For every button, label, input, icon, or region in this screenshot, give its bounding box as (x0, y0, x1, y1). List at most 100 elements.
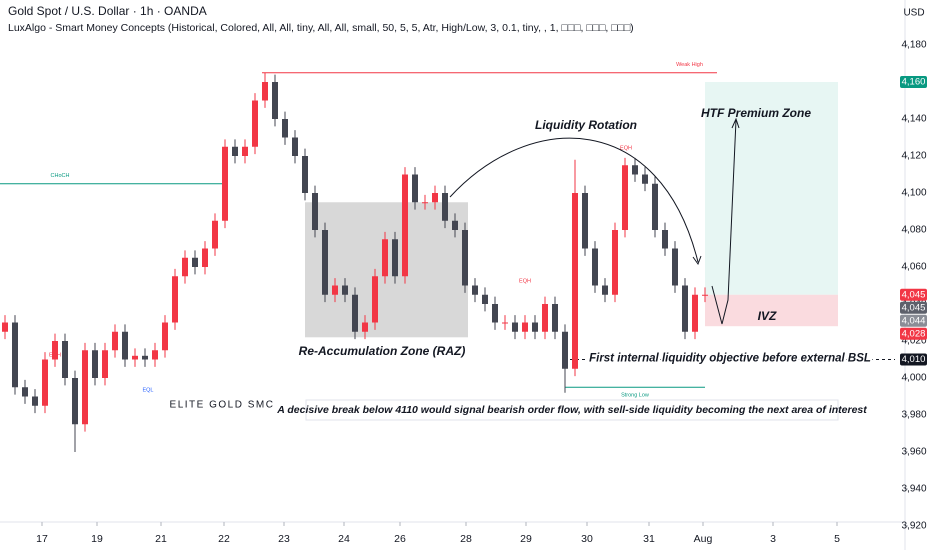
candle-body (582, 193, 588, 249)
x-tick-label: 3 (770, 533, 776, 545)
y-tick-label: 3,940 (901, 484, 926, 495)
candle-body (302, 156, 308, 193)
x-tick-label: Aug (694, 533, 713, 545)
candle-body (192, 257, 198, 267)
y-tick-label: 4,100 (901, 188, 926, 199)
candle-body (102, 350, 108, 378)
candle-body (392, 239, 398, 277)
candle-body (382, 239, 388, 277)
candle-body (322, 230, 328, 295)
candle-body (182, 257, 188, 277)
price-badge-label: 4,045 (902, 302, 926, 313)
candle-body (232, 146, 238, 156)
candle-body (682, 285, 688, 332)
chart-title: Gold Spot / U.S. Dollar · 1h · OANDA (8, 4, 207, 18)
zone-label: Re-Accumulation Zone (RAZ) (299, 344, 466, 358)
candle-body (432, 193, 438, 203)
level-label: Weak High (676, 62, 703, 68)
candle-body (462, 230, 468, 286)
marker-label: EQH (620, 145, 632, 151)
candle-body (692, 294, 698, 332)
candle-body (172, 276, 178, 323)
candle-body (562, 331, 568, 369)
price-badge (900, 301, 927, 314)
price-badge-label: 4,028 (902, 328, 926, 339)
candle-body (662, 230, 668, 249)
candle-body (442, 193, 448, 221)
candle-body (32, 396, 38, 406)
candle-body (262, 82, 268, 101)
y-tick-label: 3,980 (901, 410, 926, 421)
indicator-label[interactable]: LuxAlgo - Smart Money Concepts (Historic… (8, 22, 634, 34)
candle-body (642, 174, 648, 184)
candle-body (402, 174, 408, 277)
arrow (449, 137, 699, 263)
candle-body (82, 350, 88, 425)
candle-body (292, 137, 298, 156)
x-tick-label: 19 (91, 533, 103, 545)
candle-body (12, 322, 18, 388)
candle-body (202, 248, 208, 267)
price-badge (900, 288, 927, 301)
candle-body (602, 285, 608, 295)
zone (705, 294, 838, 327)
x-tick-label: 30 (581, 533, 593, 545)
candle-body (522, 322, 528, 332)
x-tick-label: 23 (278, 533, 290, 545)
x-tick-label: 21 (155, 533, 167, 545)
candle-body (472, 285, 478, 295)
marker-label: EQL (142, 387, 153, 393)
candle-body (142, 355, 148, 360)
candle-body (52, 341, 58, 360)
candle-body (212, 220, 218, 249)
candle-body (552, 304, 558, 332)
arrow-head (731, 117, 740, 129)
annotation-box (305, 399, 839, 421)
candle-body (482, 294, 488, 304)
marker-label: EQH (519, 278, 531, 284)
candle-body (132, 355, 138, 360)
candle-body (62, 341, 68, 378)
candle-body (622, 165, 628, 230)
y-tick-label: 3,960 (901, 447, 926, 458)
candle-body (72, 378, 78, 425)
candle-body (542, 304, 548, 332)
candle-body (572, 193, 578, 369)
marker-label: EQH (49, 352, 61, 358)
zone-label: HTF Premium Zone (701, 106, 811, 120)
x-tick-label: 24 (338, 533, 350, 545)
currency[interactable]: USD (903, 8, 924, 19)
candle-body (2, 322, 8, 332)
candle-body (412, 174, 418, 203)
candle-body (312, 193, 318, 230)
candle-body (452, 220, 458, 230)
y-tick-label: 4,000 (901, 373, 926, 384)
candle-body (652, 183, 658, 230)
y-tick-label: 3,920 (901, 521, 926, 532)
x-tick-label: 29 (520, 533, 532, 545)
candle-body (272, 82, 278, 119)
candle-body (252, 100, 258, 147)
arrow (711, 119, 737, 325)
price-badge (900, 327, 927, 340)
candle-body (332, 285, 338, 295)
y-tick-label: 4,060 (901, 262, 926, 273)
x-tick-label: 31 (643, 533, 655, 545)
candle-body (592, 248, 598, 286)
zone (705, 82, 838, 295)
annotation: A decisive break below 4110 would signal… (276, 404, 867, 416)
annotation: Liquidity Rotation (535, 118, 637, 132)
candle-body (672, 248, 678, 286)
y-tick-label: 4,180 (901, 40, 926, 51)
candle-body (22, 387, 28, 397)
x-tick-label: 22 (218, 533, 230, 545)
price-badge-label: 4,160 (902, 77, 926, 88)
candle-body (42, 359, 48, 406)
candle-body (282, 119, 288, 138)
y-tick-label: 4,020 (901, 336, 926, 347)
candle-body (242, 146, 248, 156)
candle-body (502, 322, 508, 324)
candle-body (372, 276, 378, 323)
x-tick-label: 5 (834, 533, 840, 545)
